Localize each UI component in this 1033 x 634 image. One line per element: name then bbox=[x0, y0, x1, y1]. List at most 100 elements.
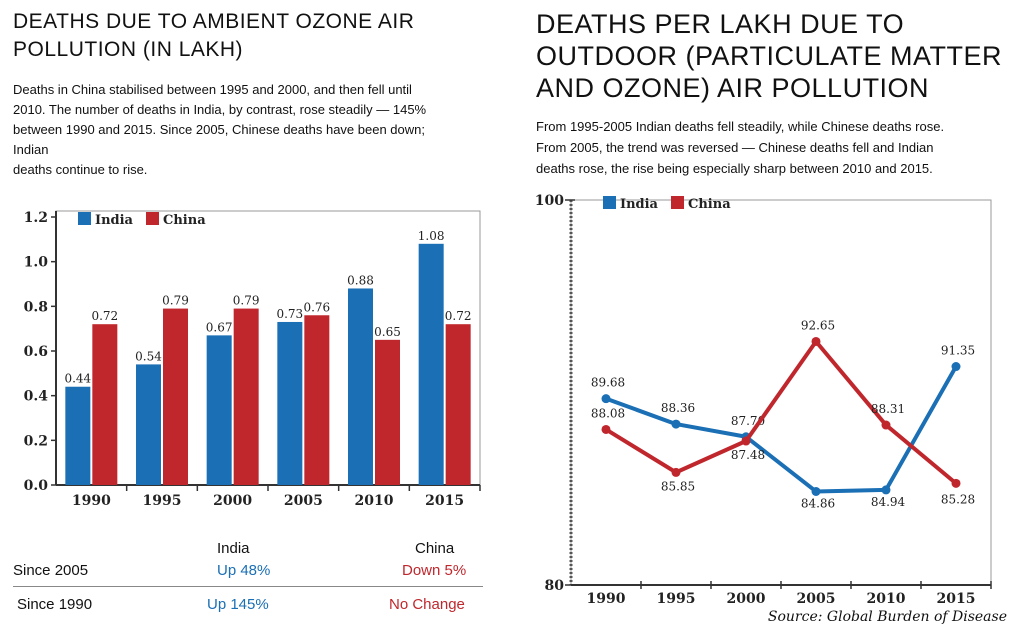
bar-value-label: 1.08 bbox=[418, 229, 445, 243]
y-tick-label: 1.2 bbox=[24, 210, 48, 226]
y-tick-label: 1.0 bbox=[24, 255, 49, 271]
legend-label-india: India bbox=[95, 213, 134, 228]
point-value-label: 85.28 bbox=[941, 492, 975, 506]
point-value-label: 89.68 bbox=[591, 376, 625, 390]
point-value-label: 84.94 bbox=[871, 495, 906, 509]
x-tick-label: 2000 bbox=[213, 493, 252, 509]
x-tick-label: 2010 bbox=[355, 493, 394, 509]
x-tick-label: 2005 bbox=[284, 493, 323, 509]
bar-value-label: 0.73 bbox=[276, 307, 303, 321]
summary-china-value: No Change bbox=[389, 596, 465, 613]
summary-header-india: India bbox=[217, 540, 250, 557]
bar-value-label: 0.72 bbox=[445, 309, 472, 323]
left-desc-line: 2010. The number of deaths in India, by … bbox=[13, 102, 427, 117]
data-point-china bbox=[811, 336, 821, 346]
left-desc-line: deaths continue to rise. bbox=[13, 162, 148, 177]
x-tick-label: 1995 bbox=[657, 591, 696, 607]
y-tick-label: 100 bbox=[535, 193, 564, 209]
bar-value-label: 0.79 bbox=[162, 294, 189, 308]
point-value-label: 92.65 bbox=[801, 318, 835, 332]
point-value-label: 91.35 bbox=[941, 344, 975, 358]
legend-label-india: India bbox=[620, 197, 659, 212]
bar-india bbox=[136, 364, 161, 485]
y-tick-label: 0.2 bbox=[24, 433, 48, 449]
data-point-india bbox=[951, 362, 961, 372]
y-tick-label: 0.0 bbox=[24, 478, 49, 494]
bar-value-label: 0.72 bbox=[91, 309, 118, 323]
bar-value-label: 0.44 bbox=[64, 372, 91, 386]
source-note: Source: Global Burden of Disease bbox=[767, 609, 1007, 625]
x-tick-label: 1990 bbox=[587, 591, 626, 607]
right-desc-line: From 2005, the trend was reversed — Chin… bbox=[536, 140, 934, 155]
bar-chart: 0.0 0.2 0.4 0.6 0.8 1.0 1.2 0.44 0.72 1990 0.54 0.7… bbox=[24, 210, 481, 509]
x-tick-label: 2010 bbox=[867, 591, 906, 607]
data-point-india bbox=[671, 419, 681, 429]
bar-india bbox=[418, 243, 444, 485]
legend-swatch-china bbox=[146, 212, 159, 225]
point-value-label: 87.48 bbox=[731, 448, 765, 462]
legend-swatch-india bbox=[603, 196, 616, 209]
point-value-label: 88.08 bbox=[591, 406, 625, 420]
bar-value-label: 0.65 bbox=[374, 325, 401, 339]
x-tick-label: 1990 bbox=[72, 493, 111, 509]
data-point-china bbox=[881, 420, 891, 430]
left-description: Deaths in China stabilised between 1995 … bbox=[13, 80, 483, 180]
bar-china bbox=[163, 308, 188, 485]
series-line-china bbox=[604, 339, 958, 485]
plot-area bbox=[55, 210, 481, 486]
data-point-india bbox=[601, 394, 611, 404]
y-tick-label: 0.8 bbox=[24, 299, 48, 315]
line-chart: 80 100 1990 1995 2000 2005 2010 2015 89.68 88.36 8… bbox=[535, 193, 992, 607]
summary-row-label: Since 2005 bbox=[13, 562, 89, 579]
data-point-china bbox=[601, 424, 611, 434]
left-desc-line: Deaths in China stabilised between 1995 … bbox=[13, 82, 412, 97]
x-tick-label: 2000 bbox=[727, 591, 766, 607]
bar-india bbox=[206, 335, 232, 485]
right-title-line: OUTDOOR (PARTICULATE MATTER bbox=[536, 41, 1003, 71]
bar-value-label: 0.54 bbox=[135, 349, 162, 363]
bar-china bbox=[92, 324, 118, 485]
data-point-china bbox=[671, 467, 681, 477]
right-description: From 1995-2005 Indian deaths fell steadi… bbox=[536, 116, 1006, 179]
bar-value-label: 0.67 bbox=[206, 320, 233, 334]
bar-value-label: 0.88 bbox=[347, 273, 374, 287]
summary-divider bbox=[13, 586, 483, 587]
y-tick-label: 80 bbox=[545, 578, 565, 594]
data-point-india bbox=[881, 485, 891, 495]
x-tick-label: 2015 bbox=[937, 591, 976, 607]
summary-india-value: Up 145% bbox=[207, 596, 269, 613]
bar-india bbox=[277, 321, 303, 485]
right-desc-line: deaths rose, the rise being especially s… bbox=[536, 161, 933, 176]
summary-row-label: Since 1990 bbox=[17, 596, 93, 613]
bar-china bbox=[304, 315, 330, 485]
point-value-label: 88.31 bbox=[871, 402, 905, 416]
right-title-line: DEATHS PER LAKH DUE TO bbox=[536, 9, 905, 39]
left-title-line: DEATHS DUE TO AMBIENT OZONE AIR bbox=[13, 10, 415, 33]
right-desc-line: From 1995-2005 Indian deaths fell steadi… bbox=[536, 119, 945, 134]
point-value-label: 84.86 bbox=[801, 496, 835, 510]
bar-value-label: 0.76 bbox=[303, 300, 330, 314]
x-tick-label: 1995 bbox=[143, 493, 182, 509]
bar-china bbox=[375, 339, 400, 485]
right-chart-title: DEATHS PER LAKH DUE TO OUTDOOR (PARTICUL… bbox=[536, 8, 1016, 104]
left-title-line: POLLUTION (IN LAKH) bbox=[13, 38, 244, 61]
legend-swatch-china bbox=[671, 196, 684, 209]
right-title-line: AND OZONE) AIR POLLUTION bbox=[536, 73, 930, 103]
bar-china bbox=[233, 308, 259, 485]
x-tick-label: 2015 bbox=[425, 493, 464, 509]
summary-india-value: Up 48% bbox=[217, 562, 271, 579]
summary-header-china: China bbox=[415, 540, 455, 557]
data-point-india bbox=[811, 486, 821, 496]
legend-label-china: China bbox=[688, 197, 731, 212]
legend-label-china: China bbox=[163, 213, 206, 228]
bar-value-label: 0.79 bbox=[233, 294, 260, 308]
data-point-china bbox=[741, 436, 751, 446]
left-desc-line: Indian bbox=[13, 142, 49, 157]
series-line-india bbox=[605, 365, 958, 494]
y-tick-label: 0.6 bbox=[24, 344, 48, 360]
legend-swatch-india bbox=[78, 212, 91, 225]
left-chart-title: DEATHS DUE TO AMBIENT OZONE AIR POLLUTIO… bbox=[13, 8, 483, 64]
y-tick-label: 0.4 bbox=[24, 389, 49, 405]
x-tick-label: 2005 bbox=[797, 591, 836, 607]
data-point-china bbox=[951, 478, 961, 488]
